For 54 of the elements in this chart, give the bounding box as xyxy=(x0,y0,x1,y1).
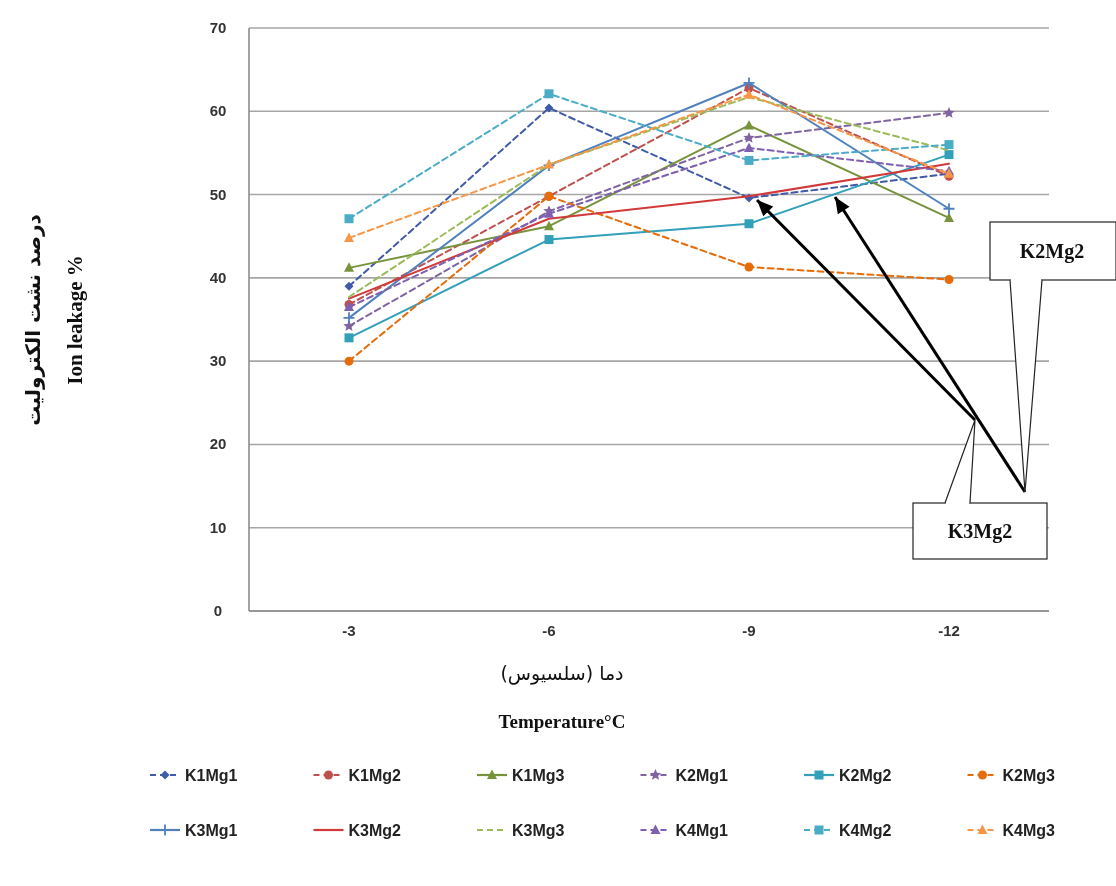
y-tick-label: 70 xyxy=(209,19,227,36)
legend-label: K1Mg2 xyxy=(348,767,402,784)
point xyxy=(342,311,356,325)
point xyxy=(344,333,354,343)
y-tick-label: 20 xyxy=(209,435,227,453)
point xyxy=(544,103,554,113)
point xyxy=(544,220,554,231)
x-axis-title: دما (سلسیوس) xyxy=(500,662,624,685)
point xyxy=(944,150,954,160)
annotation: K3Mg2 xyxy=(947,520,1013,543)
legend-label: K4Mg2 xyxy=(839,822,892,839)
y-tick-label: 60 xyxy=(209,102,227,120)
y-tick-label: 40 xyxy=(209,268,227,286)
point xyxy=(944,275,954,285)
point xyxy=(743,131,755,143)
legend-label: K2Mg3 xyxy=(1002,767,1056,784)
text: Temperature°C xyxy=(498,711,626,732)
point xyxy=(744,219,754,229)
legend-label: K1Mg3 xyxy=(512,767,565,784)
point xyxy=(744,262,754,272)
point xyxy=(344,281,354,291)
legend-label: K3Mg3 xyxy=(512,822,565,839)
point xyxy=(744,142,754,152)
point xyxy=(944,212,954,222)
point xyxy=(744,155,754,165)
point xyxy=(344,356,354,366)
legend-label: K1Mg1 xyxy=(185,767,238,784)
x-tick-label: -9 xyxy=(742,622,756,639)
point xyxy=(744,89,754,99)
x-tick-label: -3 xyxy=(342,622,356,639)
y-tick-label: 0 xyxy=(213,602,223,619)
text: Ion leakage % xyxy=(63,255,87,385)
point xyxy=(544,89,554,99)
legend-label: K2Mg1 xyxy=(675,767,729,784)
point xyxy=(742,76,756,90)
legend-label: K2Mg2 xyxy=(839,767,892,784)
x-tick-label: -6 xyxy=(542,622,556,639)
y-tick-label: 50 xyxy=(209,185,227,203)
y-tick-label: 10 xyxy=(209,518,227,536)
annotation: K2Mg2 xyxy=(1019,240,1085,263)
point xyxy=(943,106,955,118)
point xyxy=(344,232,354,242)
point xyxy=(344,262,354,272)
legend-label: K3Mg1 xyxy=(185,822,238,839)
point xyxy=(344,214,354,224)
legend-label: K4Mg3 xyxy=(1002,822,1056,839)
point xyxy=(942,202,956,216)
x-tick-label: -12 xyxy=(938,622,960,639)
legend-label: K3Mg2 xyxy=(348,822,402,839)
text: درصد نشت الکترولیت xyxy=(21,214,45,426)
y-tick-label: 30 xyxy=(209,352,227,370)
point xyxy=(544,235,554,245)
legend-label: K4Mg1 xyxy=(675,822,729,839)
point xyxy=(944,140,954,150)
